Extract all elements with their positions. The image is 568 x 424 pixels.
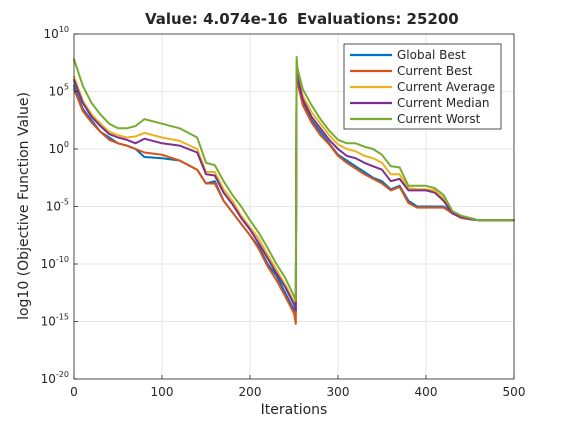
y-tick-base: 10 <box>41 257 56 271</box>
title-evaluations: Evaluations: 25200 <box>297 10 459 28</box>
x-tick-label: 400 <box>415 385 438 399</box>
y-tick-label: 10-5 <box>46 198 69 214</box>
y-tick-base: 10 <box>46 200 61 214</box>
y-tick-label: 1010 <box>44 25 69 41</box>
x-tick-label: 200 <box>239 385 262 399</box>
y-tick-label: 105 <box>49 83 69 99</box>
x-ticks: 0 100 200 300 400 500 <box>70 375 525 399</box>
legend-label: Global Best <box>397 48 466 62</box>
legend: Global Best Current Best Current Average Cu… <box>343 43 502 130</box>
title-value: Value: 4.074e-16 <box>145 10 288 28</box>
y-tick-exponent: 0 <box>64 140 69 149</box>
y-tick-base: 10 <box>49 85 64 99</box>
x-tick-label: 100 <box>151 385 174 399</box>
x-tick-label: 0 <box>70 385 78 399</box>
series-line-current-worst <box>73 56 515 302</box>
y-tick-base: 10 <box>44 27 59 41</box>
legend-label: Current Median <box>397 96 490 110</box>
series-lines <box>73 56 515 325</box>
y-tick-exponent: -10 <box>56 255 69 264</box>
x-axis-label: Iterations <box>261 402 328 418</box>
y-tick-label: 10-20 <box>41 370 69 386</box>
y-axis-label: log10 (Objective Function Value) <box>16 92 32 320</box>
legend-label: Current Best <box>397 64 473 78</box>
x-tick-label: 300 <box>327 385 350 399</box>
y-tick-exponent: -20 <box>56 370 69 379</box>
y-tick-label: 10-15 <box>41 313 69 329</box>
y-tick-exponent: 10 <box>59 25 69 34</box>
y-tick-base: 10 <box>49 142 64 156</box>
legend-label: Current Average <box>397 80 495 94</box>
y-tick-base: 10 <box>41 315 56 329</box>
y-tick-base: 10 <box>41 372 56 386</box>
y-tick-label: 10-10 <box>41 255 69 271</box>
y-tick-label: 100 <box>49 140 69 156</box>
y-tick-exponent: -15 <box>56 313 69 322</box>
x-tick-label: 500 <box>503 385 526 399</box>
legend-label: Current Worst <box>397 112 481 126</box>
y-tick-exponent: -5 <box>61 198 69 207</box>
y-tick-exponent: 5 <box>64 83 69 92</box>
